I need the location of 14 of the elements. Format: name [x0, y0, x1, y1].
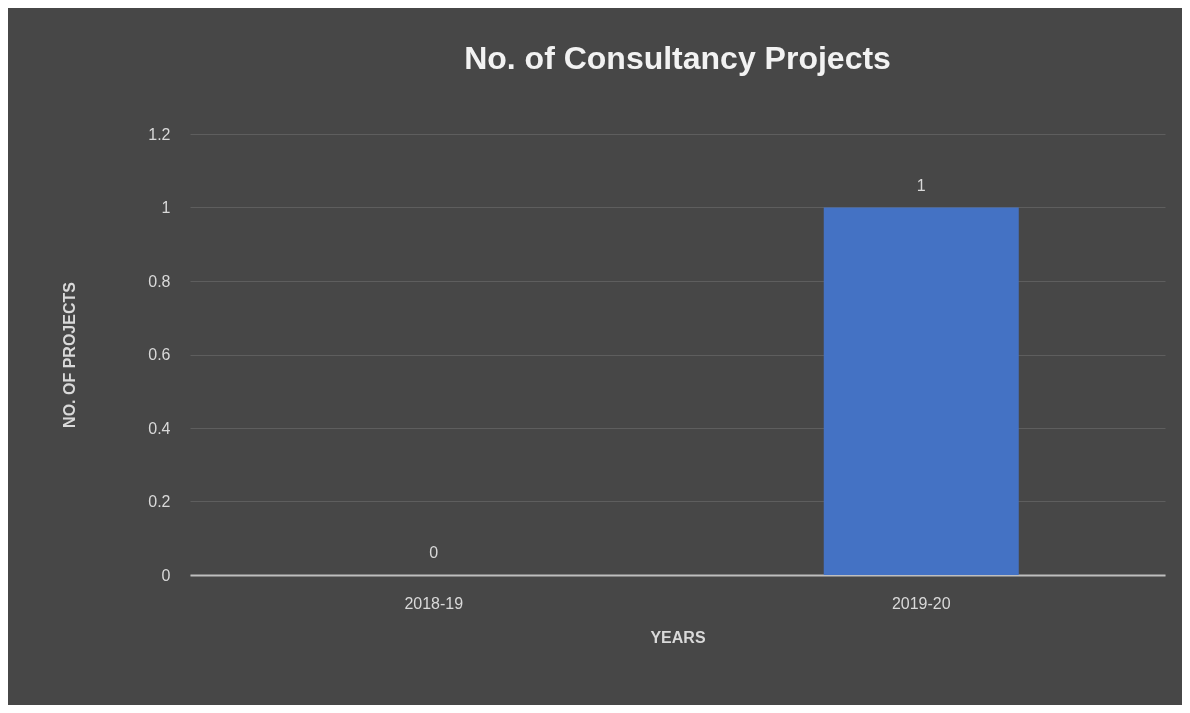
y-tick-label: 0 — [161, 566, 171, 584]
y-tick-label: 0.6 — [148, 346, 171, 363]
chart-title: No. of Consultancy Projects — [464, 40, 891, 76]
data-label: 0 — [429, 544, 439, 561]
y-tick-label: 1.2 — [148, 125, 171, 143]
y-tick-label: 0.8 — [148, 272, 171, 290]
y-axis-title: NO. OF PROJECTS — [61, 281, 79, 428]
x-tick-label: 2019-20 — [891, 594, 951, 612]
y-tick-label: 1 — [161, 199, 171, 216]
y-tick-label: 0.4 — [148, 419, 171, 437]
x-axis-title: YEARS — [650, 628, 706, 646]
x-tick-label: 2018-19 — [404, 594, 464, 612]
data-label: 1 — [916, 176, 926, 194]
y-tick-label: 0.2 — [148, 493, 171, 510]
